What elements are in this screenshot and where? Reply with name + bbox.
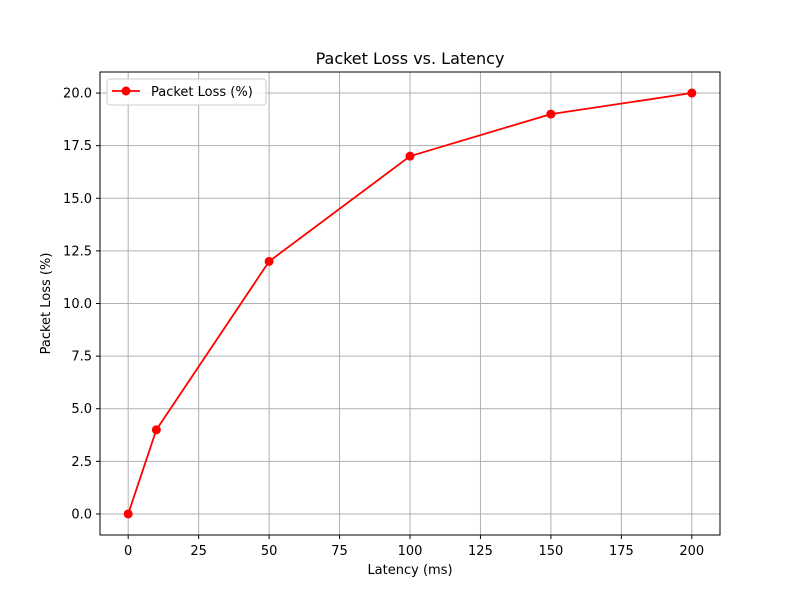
x-tick-label: 75 — [331, 544, 348, 559]
x-tick-label: 0 — [124, 544, 132, 559]
legend: Packet Loss (%) — [106, 78, 267, 106]
x-tick-label: 150 — [538, 544, 563, 559]
y-tick-label: 12.5 — [63, 244, 92, 259]
y-tick-label: 5.0 — [71, 402, 92, 417]
x-tick-label: 25 — [190, 544, 207, 559]
chart-title: Packet Loss vs. Latency — [316, 49, 505, 68]
x-axis-label: Latency (ms) — [367, 563, 452, 578]
data-point — [687, 88, 697, 98]
y-tick-label: 15.0 — [63, 192, 92, 207]
data-point — [151, 425, 161, 435]
series-layer — [123, 88, 697, 519]
y-axis-label: Packet Loss (%) — [39, 253, 54, 355]
x-tick-label: 125 — [468, 544, 493, 559]
x-tick-label: 100 — [398, 544, 423, 559]
y-tick-label: 17.5 — [63, 139, 92, 154]
data-point — [123, 509, 133, 519]
y-tick-label: 2.5 — [71, 455, 92, 470]
y-tick-label: 7.5 — [71, 350, 92, 365]
x-tick-label: 200 — [679, 544, 704, 559]
legend-label: Packet Loss (%) — [151, 85, 253, 100]
legend-marker-sample — [121, 86, 131, 96]
grid — [100, 72, 720, 535]
legend-box — [106, 78, 267, 106]
data-point — [546, 109, 556, 119]
x-tick-label: 50 — [261, 544, 278, 559]
ticks: 0 25 50 75 100 125 150 175 200 0.0 2.5 5.0 7.5 10.0 12… — [63, 87, 704, 559]
data-point — [405, 151, 415, 161]
y-tick-label: 20.0 — [63, 87, 92, 102]
y-tick-label: 0.0 — [71, 507, 92, 522]
data-point — [264, 256, 274, 266]
y-tick-label: 10.0 — [63, 297, 92, 312]
x-tick-label: 175 — [609, 544, 634, 559]
series-line — [127, 92, 692, 515]
